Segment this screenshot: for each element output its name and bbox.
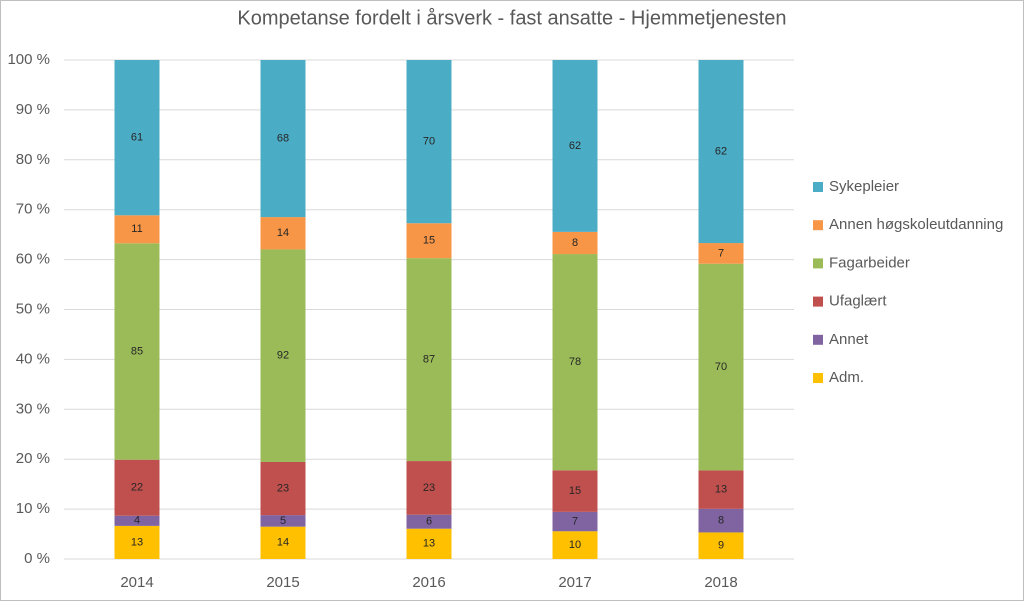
x-tick-label: 2016 [412, 574, 445, 591]
bar-segment [260, 461, 306, 516]
bar-segment [260, 249, 306, 462]
y-tick-label: 40 % [16, 350, 50, 367]
data-label: 61 [131, 132, 143, 144]
bar-segment [552, 254, 598, 471]
x-tick-label: 2014 [120, 574, 153, 591]
bar-segment [260, 60, 306, 218]
data-label: 8 [718, 515, 724, 527]
legend-swatch [813, 220, 823, 231]
data-label: 23 [423, 482, 435, 494]
x-tick-label: 2015 [266, 574, 299, 591]
legend-label: Sykepleier [829, 178, 899, 195]
bar-segment [406, 60, 452, 224]
legend-label: Ufaglært [829, 293, 887, 310]
data-label: 14 [277, 537, 289, 549]
data-label: 62 [569, 140, 581, 152]
data-label: 7 [718, 247, 724, 259]
data-label: 13 [423, 538, 435, 550]
legend-swatch [813, 373, 823, 383]
data-label: 68 [277, 132, 289, 144]
bar-segment [114, 525, 160, 559]
legend-label: Annet [829, 331, 869, 348]
bar-segment [114, 515, 160, 526]
legend-label: Annen høgskoleutdanning [829, 216, 1003, 233]
data-label: 8 [572, 237, 578, 249]
data-label: 70 [423, 136, 435, 148]
legend-swatch [813, 258, 823, 269]
data-label: 78 [569, 356, 581, 368]
y-tick-label: 60 % [16, 251, 50, 268]
bar-segment [552, 231, 598, 255]
data-label: 9 [718, 540, 724, 552]
y-tick-label: 30 % [16, 400, 50, 417]
y-tick-label: 90 % [16, 101, 50, 118]
bar-segment [552, 60, 598, 232]
data-label: 5 [280, 515, 286, 527]
x-tick-label: 2018 [704, 574, 737, 591]
bar-segment [114, 459, 160, 516]
bar-segment [114, 215, 160, 244]
data-label: 85 [131, 345, 143, 357]
bar-segment [406, 258, 452, 462]
y-tick-label: 0 % [24, 550, 50, 567]
bar-segment [698, 508, 744, 533]
y-tick-label: 10 % [16, 500, 50, 517]
bar-segment [406, 223, 452, 259]
y-tick-label: 80 % [16, 151, 50, 168]
legend-label: Adm. [829, 369, 864, 386]
bar-segment [406, 528, 452, 559]
data-label: 11 [131, 223, 142, 235]
data-label: 70 [715, 361, 727, 373]
data-label: 13 [131, 536, 143, 548]
data-label: 15 [569, 485, 581, 497]
bar-segment [260, 217, 306, 250]
x-tick-label: 2017 [558, 574, 591, 591]
data-label: 87 [423, 354, 435, 366]
y-tick-label: 100 % [7, 51, 50, 68]
y-tick-label: 50 % [16, 300, 50, 317]
data-label: 62 [715, 145, 727, 157]
bar-segment [406, 461, 452, 515]
legend-swatch [813, 334, 823, 345]
data-label: 6 [426, 516, 432, 528]
data-label: 13 [715, 484, 727, 496]
data-label: 23 [277, 482, 289, 494]
legend-swatch [813, 182, 823, 192]
bar-segment [552, 511, 598, 532]
bar-segment [552, 470, 598, 512]
data-label: 4 [134, 515, 140, 527]
data-label: 15 [423, 235, 435, 247]
bar-segment [552, 531, 598, 559]
data-label: 7 [572, 515, 578, 527]
legend-swatch [813, 296, 823, 307]
bar-segment [698, 263, 744, 471]
y-tick-label: 70 % [16, 201, 50, 218]
data-label: 10 [569, 539, 581, 551]
chart-title: Kompetanse fordelt i årsverk - fast ansa… [237, 7, 786, 29]
bar-segment [698, 532, 744, 559]
bar-segment [698, 243, 744, 264]
data-label: 14 [277, 227, 289, 239]
legend-label: Fagarbeider [829, 254, 910, 271]
bar-segment [114, 243, 160, 460]
bar-segment [698, 60, 744, 244]
data-label: 22 [131, 482, 143, 494]
bar-segment [698, 470, 744, 509]
bar-segment [114, 60, 160, 216]
data-label: 92 [277, 350, 289, 362]
bar-segment [260, 526, 306, 559]
bar-segment [260, 515, 306, 527]
bar-segment [406, 514, 452, 529]
y-tick-label: 20 % [16, 450, 50, 467]
